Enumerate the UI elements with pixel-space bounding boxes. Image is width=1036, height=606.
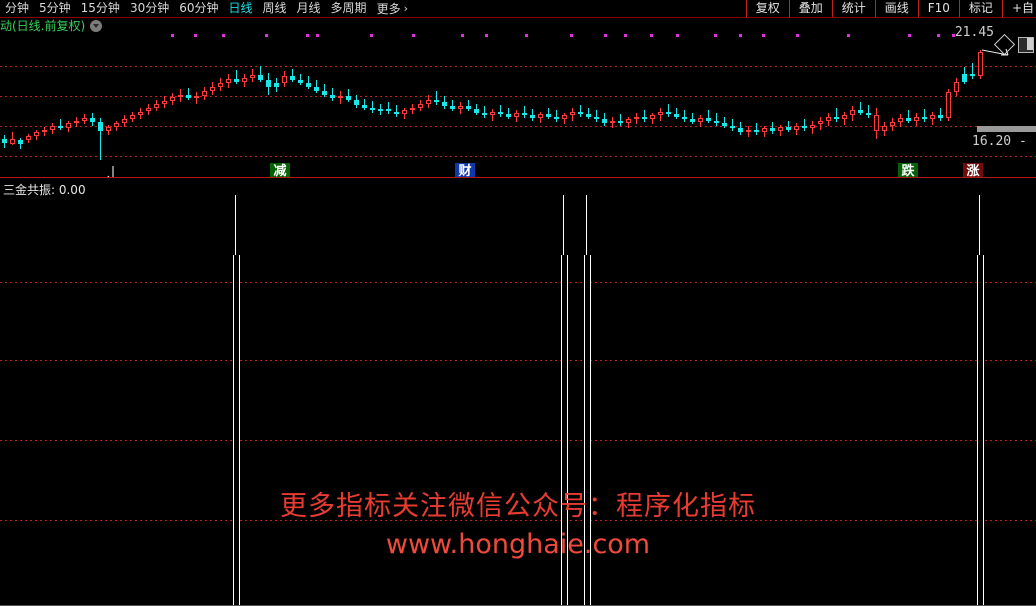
signal-dot-5 bbox=[316, 34, 319, 37]
spike-3 bbox=[977, 255, 984, 605]
watermark-line2: www.honghaie.com bbox=[385, 529, 651, 560]
signal-dot-22 bbox=[937, 34, 940, 37]
signal-dot-3 bbox=[265, 34, 268, 37]
indicator-gridline-3 bbox=[0, 520, 1036, 521]
signal-tag-1: 财 bbox=[455, 163, 475, 180]
timeframe-tab-4[interactable]: 60分钟 bbox=[179, 1, 219, 15]
signal-dot-6 bbox=[370, 34, 373, 37]
gridline-3 bbox=[0, 156, 1036, 157]
spike-2 bbox=[584, 255, 591, 605]
signal-dot-7 bbox=[412, 34, 415, 37]
toolbar-button-6[interactable]: +自 bbox=[1001, 0, 1036, 17]
timeframe-tab-8[interactable]: 多周期 bbox=[330, 1, 367, 15]
stock-title-bar: 动(日线.前复权) bbox=[0, 18, 103, 34]
gridline-1 bbox=[0, 96, 1036, 97]
signal-dot-4 bbox=[306, 34, 309, 37]
chevron-down-icon[interactable] bbox=[90, 20, 103, 32]
high-price-arrow-icon bbox=[982, 48, 1009, 56]
signal-dot-8 bbox=[461, 34, 464, 37]
more-timeframes-button[interactable]: 更多 bbox=[376, 2, 401, 16]
timeframe-tab-3[interactable]: 30分钟 bbox=[129, 1, 170, 15]
signal-tag-3: 涨 bbox=[963, 163, 983, 180]
signal-tag-0: 减 bbox=[270, 163, 290, 180]
spike-tip-1 bbox=[563, 195, 564, 255]
toolbar-button-3[interactable]: 画线 bbox=[874, 0, 918, 17]
watermark: 更多指标关注微信公众号：程序化指标 www.honghaie.com bbox=[0, 488, 1036, 564]
timeframe-tab-6[interactable]: 周线 bbox=[262, 1, 287, 15]
timeframe-tab-0[interactable]: 分钟 bbox=[5, 1, 30, 15]
toolbar-button-5[interactable]: 标记 bbox=[958, 0, 1002, 17]
high-price-label: 21.45 bbox=[954, 25, 994, 40]
signal-dot-20 bbox=[847, 34, 850, 37]
panel-toggle-icon[interactable] bbox=[1018, 37, 1034, 53]
signal-dot-19 bbox=[796, 34, 799, 37]
spike-tip-0 bbox=[235, 195, 236, 255]
signal-dot-18 bbox=[762, 34, 765, 37]
signal-tag-2: 跌 bbox=[898, 163, 918, 180]
toolbar-button-2[interactable]: 统计 bbox=[831, 0, 875, 17]
signal-dot-1 bbox=[194, 34, 197, 37]
indicator-gridline-1 bbox=[0, 360, 1036, 361]
timeframe-tabs: 分钟 5分钟 15分钟 30分钟 60分钟 日线 周线 月线 多周期 更多 › bbox=[0, 0, 412, 17]
spike-1 bbox=[561, 255, 568, 605]
signal-dot-16 bbox=[714, 34, 717, 37]
spike-tip-2 bbox=[586, 195, 587, 255]
signal-dot-13 bbox=[624, 34, 627, 37]
price-highlight-band bbox=[977, 126, 1036, 132]
toolbar-button-1[interactable]: 叠加 bbox=[788, 0, 832, 17]
signal-dot-11 bbox=[570, 34, 573, 37]
top-toolbar: 分钟 5分钟 15分钟 30分钟 60分钟 日线 周线 月线 多周期 更多 › 复权 叠加 统计 画线 F1… bbox=[0, 0, 1036, 18]
signal-dot-9 bbox=[485, 34, 488, 37]
spike-tip-3 bbox=[979, 195, 980, 255]
indicator-gridline-0 bbox=[0, 282, 1036, 283]
signal-dot-2 bbox=[222, 34, 225, 37]
timeframe-tab-5[interactable]: 日线 bbox=[228, 1, 253, 15]
signal-dot-23 bbox=[952, 34, 955, 37]
signal-dot-12 bbox=[604, 34, 607, 37]
signal-dot-21 bbox=[908, 34, 911, 37]
toolbar-button-4[interactable]: F10 bbox=[917, 0, 959, 17]
low-price-arrow-icon bbox=[107, 166, 114, 177]
pane-divider bbox=[0, 177, 1036, 178]
toolbar-action-buttons: 复权 叠加 统计 画线 F10 标记 +自 bbox=[745, 0, 1036, 17]
signal-dot-0 bbox=[171, 34, 174, 37]
chevron-right-icon[interactable]: › bbox=[403, 2, 408, 15]
signal-dot-17 bbox=[739, 34, 742, 37]
gridline-2 bbox=[0, 126, 1036, 127]
signal-dot-15 bbox=[676, 34, 679, 37]
signal-dot-14 bbox=[650, 34, 653, 37]
timeframe-tab-1[interactable]: 5分钟 bbox=[39, 1, 71, 15]
price-chart-pane[interactable]: 13.00 21.45 16.20 - 16.6 bbox=[0, 18, 1036, 177]
indicator-pane[interactable]: 三金共振: 0.00 更多指标关注微信公众号：程序化指标 www.honghai… bbox=[0, 178, 1036, 605]
signal-dot-10 bbox=[525, 34, 528, 37]
timeframe-tab-7[interactable]: 月线 bbox=[296, 1, 321, 15]
toolbar-button-0[interactable]: 复权 bbox=[745, 0, 789, 17]
indicator-gridline-2 bbox=[0, 440, 1036, 441]
indicator-title-label: 三金共振: 0.00 bbox=[3, 183, 86, 197]
stock-name-label: 动(日线.前复权) bbox=[0, 19, 86, 33]
gridline-0 bbox=[0, 66, 1036, 67]
price-range-label: 16.20 - 16.6 bbox=[972, 134, 1036, 149]
spike-0 bbox=[233, 255, 240, 605]
timeframe-tab-2[interactable]: 15分钟 bbox=[80, 1, 120, 15]
